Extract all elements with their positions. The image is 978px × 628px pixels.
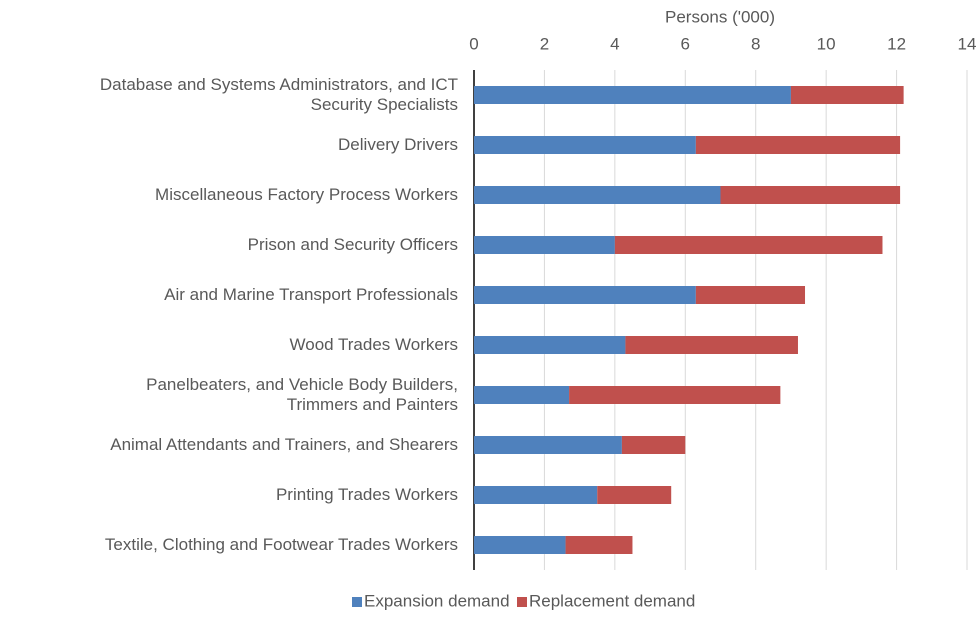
bar-segment — [474, 136, 696, 154]
bar-segment — [474, 436, 622, 454]
category-label: Prison and Security Officers — [247, 235, 458, 254]
x-tick-label: 6 — [681, 34, 690, 53]
bar-segment — [614, 236, 883, 254]
bar-segment — [569, 386, 781, 404]
bar-segment — [720, 186, 901, 204]
bar-segment — [621, 436, 686, 454]
x-tick-label: 0 — [469, 34, 478, 53]
bar-segment — [695, 136, 901, 154]
category-label: Air and Marine Transport Professionals — [164, 285, 458, 304]
x-tick-label: 14 — [958, 34, 977, 53]
bar-segment — [474, 486, 598, 504]
bar-segment — [597, 486, 672, 504]
bar-segment — [474, 336, 626, 354]
bar-segment — [474, 386, 570, 404]
bar-segment — [565, 536, 633, 554]
legend-swatch — [352, 597, 362, 607]
bar-segment — [474, 186, 721, 204]
axis-title: Persons ('000) — [665, 7, 775, 26]
bar-segment — [790, 86, 904, 104]
legend-swatch — [517, 597, 527, 607]
legend-label: Expansion demand — [364, 591, 510, 610]
bar-segment — [474, 536, 566, 554]
bar-segment — [695, 286, 806, 304]
category-label: Panelbeaters, and Vehicle Body Builders,… — [146, 375, 458, 414]
x-tick-label: 10 — [817, 34, 836, 53]
category-label: Delivery Drivers — [338, 135, 458, 154]
x-tick-label: 12 — [887, 34, 906, 53]
category-label: Printing Trades Workers — [275, 485, 458, 504]
bar-segment — [474, 286, 696, 304]
bar-segment — [474, 236, 615, 254]
x-tick-label: 4 — [610, 34, 619, 53]
bar-segment — [474, 86, 791, 104]
category-label: Database and Systems Administrators, and… — [99, 75, 458, 114]
category-label: Miscellaneous Factory Process Workers — [155, 185, 458, 204]
category-label: Wood Trades Workers — [289, 335, 459, 354]
x-tick-label: 8 — [751, 34, 760, 53]
bar-segment — [625, 336, 798, 354]
legend-label: Replacement demand — [529, 591, 695, 610]
category-label: Textile, Clothing and Footwear Trades Wo… — [104, 535, 458, 554]
category-label: Animal Attendants and Trainers, and Shea… — [110, 435, 458, 454]
x-tick-label: 2 — [540, 34, 549, 53]
